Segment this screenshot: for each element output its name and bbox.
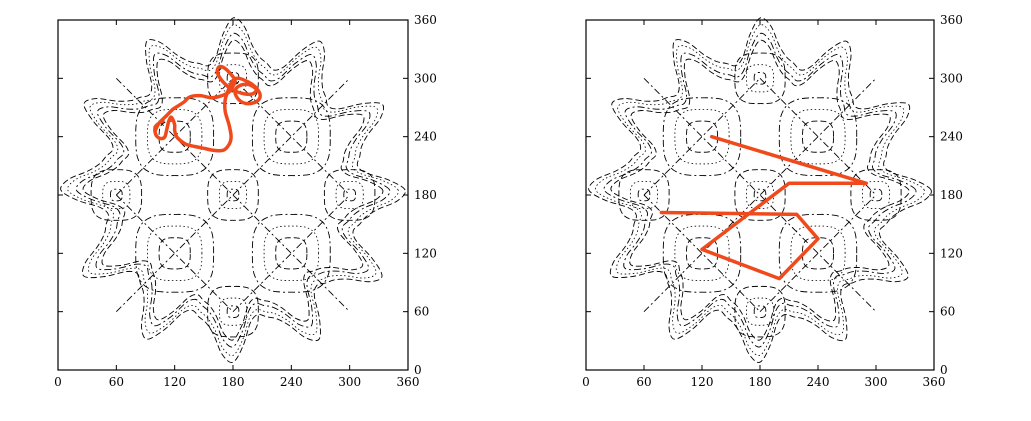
contour-line: [790, 108, 846, 165]
contour-line: [618, 169, 670, 221]
contour-line: [790, 225, 846, 282]
contour-separator: [232, 78, 350, 196]
contour-line: [734, 52, 786, 105]
contour-line: [146, 225, 203, 282]
zigzag-trajectory-line: [659, 134, 869, 281]
contour-separator: [759, 78, 877, 196]
contour-line: [218, 180, 248, 210]
contour-line: [734, 169, 786, 221]
contour-separator: [116, 78, 350, 312]
x-tick-label: 300: [338, 375, 361, 389]
contour-line: [637, 188, 651, 202]
contour-separator: [116, 78, 350, 312]
contour-separator: [232, 194, 350, 312]
contour-boundary: [60, 17, 406, 363]
contour-separator: [116, 194, 234, 312]
contour-line: [218, 297, 248, 326]
contour-line: [335, 180, 364, 210]
contour-line: [110, 188, 123, 202]
y-tick-label: 360: [414, 13, 437, 27]
contour-line: [674, 225, 730, 282]
x-tick-label: 60: [109, 375, 124, 389]
contour-line: [207, 52, 259, 105]
contour-separator: [643, 78, 877, 312]
contour-separator: [643, 78, 761, 196]
contour-line: [778, 97, 858, 177]
contour-line: [90, 169, 143, 221]
smooth-trajectory-line: [153, 64, 262, 153]
y-tick-label: 60: [940, 305, 955, 319]
contour-line: [753, 72, 767, 85]
x-tick-label: 120: [691, 375, 714, 389]
contour-separator: [643, 194, 761, 312]
contour-line: [263, 225, 320, 282]
contour-background: [588, 17, 932, 363]
contour-line: [674, 108, 730, 165]
contour-line: [226, 72, 240, 85]
contour-line: [778, 213, 858, 293]
contour-line: [630, 180, 658, 210]
x-tick-label: 120: [163, 375, 186, 389]
x-tick-label: 360: [397, 375, 420, 389]
y-tick-label: 120: [414, 246, 437, 260]
contour-line: [753, 188, 767, 202]
contour-boundary: [595, 24, 925, 357]
y-tick-label: 180: [414, 188, 437, 202]
x-tick-label: 180: [749, 375, 772, 389]
y-tick-label: 360: [940, 13, 963, 27]
contour-line: [734, 285, 786, 338]
contour-line: [323, 169, 376, 221]
contour-line: [102, 180, 131, 210]
contour-line: [226, 188, 240, 202]
contour-line: [862, 180, 890, 210]
y-tick-label: 0: [414, 363, 422, 377]
x-tick-label: 240: [280, 375, 303, 389]
contour-separator: [759, 194, 877, 312]
y-tick-label: 180: [940, 188, 963, 202]
contour-boundary: [610, 39, 910, 341]
y-tick-label: 300: [414, 71, 437, 85]
x-tick-label: 180: [222, 375, 245, 389]
x-tick-label: 60: [636, 375, 651, 389]
contour-boundary: [82, 39, 384, 341]
x-tick-label: 360: [923, 375, 946, 389]
x-tick-label: 0: [54, 375, 62, 389]
contour-line: [275, 120, 308, 153]
y-tick-label: 240: [940, 130, 963, 144]
contour-line: [850, 169, 902, 221]
contour-line: [226, 305, 240, 318]
x-tick-label: 300: [865, 375, 888, 389]
contour-line: [746, 180, 774, 210]
y-tick-label: 120: [940, 246, 963, 260]
y-tick-label: 0: [940, 363, 948, 377]
contour-line: [746, 64, 774, 93]
contour-line: [343, 188, 356, 202]
contour-line: [662, 213, 742, 293]
y-tick-label: 300: [940, 71, 963, 85]
contour-line: [869, 188, 883, 202]
contour-line: [263, 108, 320, 165]
contour-line: [753, 305, 767, 318]
contour-boundary: [603, 32, 917, 348]
contour-boundary: [67, 24, 399, 357]
y-tick-label: 240: [414, 130, 437, 144]
contour-line: [662, 97, 742, 177]
contour-background: [60, 17, 406, 363]
x-tick-label: 240: [807, 375, 830, 389]
x-tick-label: 0: [582, 375, 590, 389]
contour-line: [275, 237, 308, 270]
contour-line: [207, 285, 259, 338]
contour-line: [146, 108, 203, 165]
contour-line: [207, 169, 259, 221]
contour-boundary: [588, 17, 932, 363]
contour-line: [158, 237, 191, 270]
contour-separator: [643, 78, 877, 312]
contour-line: [746, 297, 774, 326]
y-tick-label: 60: [414, 305, 429, 319]
